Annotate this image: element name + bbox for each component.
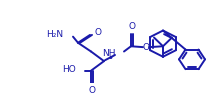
Text: H₂N: H₂N [46,30,63,39]
Text: •: • [107,53,113,63]
Text: O: O [129,22,135,31]
Text: O: O [94,28,101,37]
Text: HO: HO [62,65,76,74]
Text: NH: NH [103,49,116,58]
Text: O: O [143,43,149,52]
Text: O: O [89,86,95,95]
